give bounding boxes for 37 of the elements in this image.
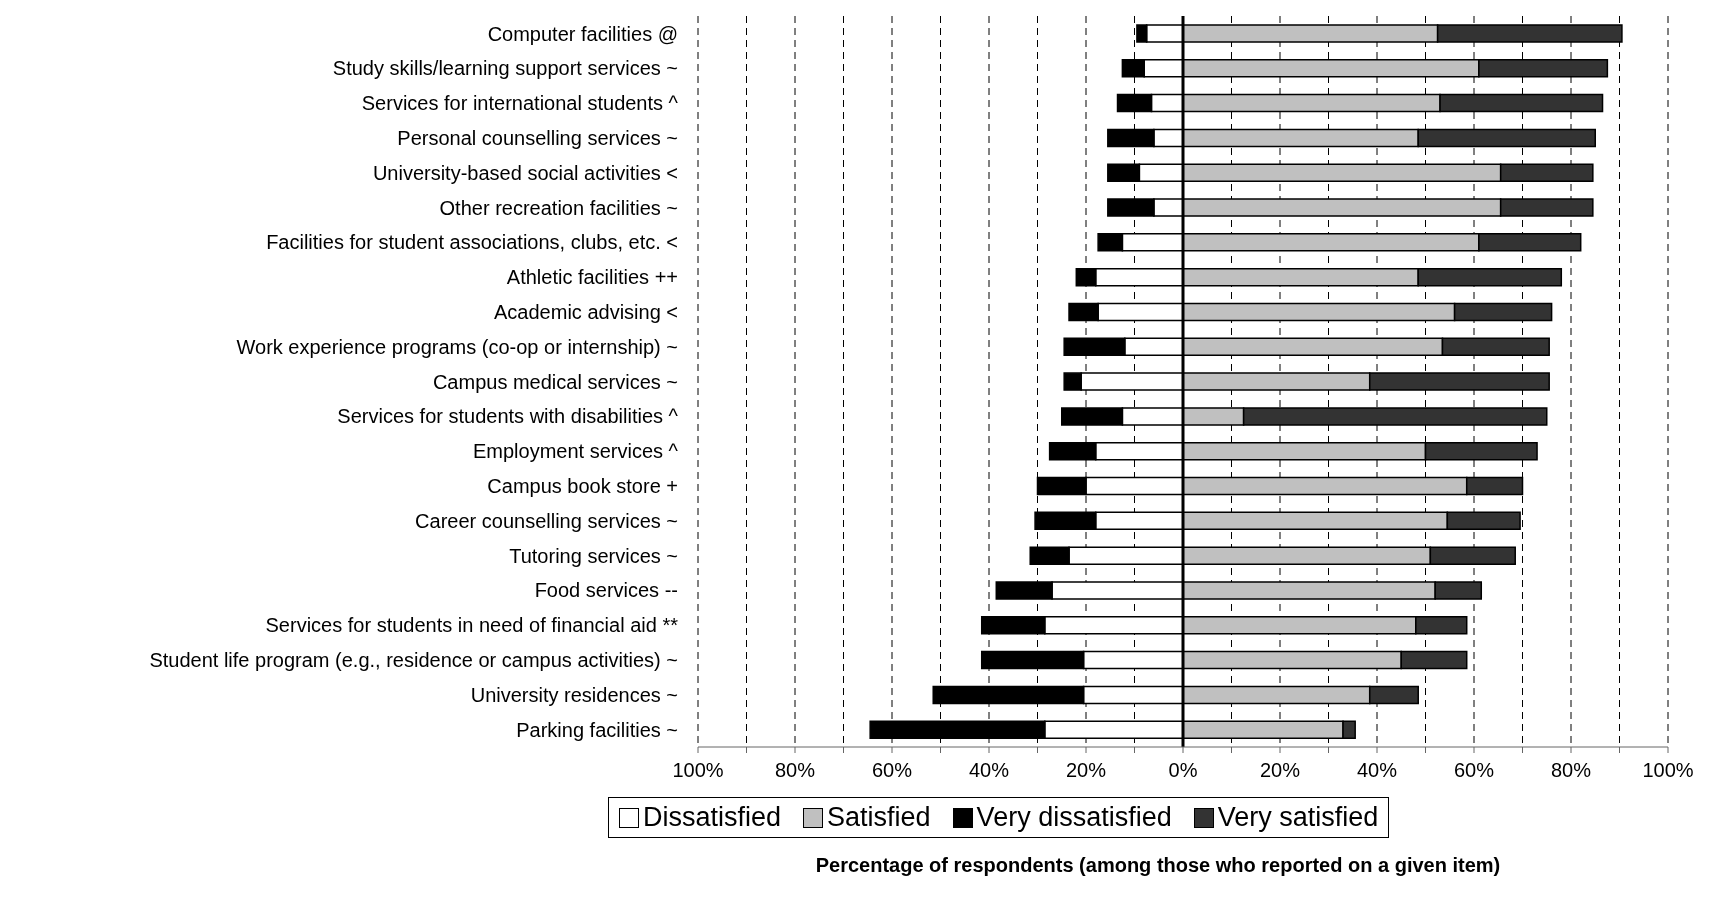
y-tick-label: University residences ~ xyxy=(470,683,678,706)
y-tick-label: Parking facilities ~ xyxy=(516,718,678,741)
y-tick-label: Services for students in need of financial aid ** xyxy=(265,614,679,637)
y-tick-label: Facilities for student associations, clubs, etc. < xyxy=(266,231,678,254)
x-tick-label: 40% xyxy=(1356,759,1398,782)
x-axis-title: Percentage of respondents (among those who reported on a given item) xyxy=(814,854,1502,877)
y-tick-label: Campus book store + xyxy=(487,475,678,498)
legend-label: Dissatisfied xyxy=(643,802,782,833)
x-tick-label: 100% xyxy=(672,759,724,782)
x-tick-label: 80% xyxy=(1550,759,1592,782)
y-tick-label: Personal counselling services ~ xyxy=(397,126,678,149)
y-tick-label: Campus medical services ~ xyxy=(432,370,678,393)
x-tick-label: 80% xyxy=(774,759,816,782)
x-tick-label: 100% xyxy=(1642,759,1694,782)
y-tick-label: Career counselling services ~ xyxy=(415,509,678,532)
y-tick-label: Study skills/learning support services ~ xyxy=(332,57,678,80)
y-tick-label: Student life program (e.g., residence or campus activities) ~ xyxy=(149,649,678,672)
y-tick-label: University-based social activities < xyxy=(372,161,678,184)
y-tick-label: Services for international students ^ xyxy=(361,92,679,115)
y-tick-label: Tutoring services ~ xyxy=(509,544,678,567)
y-tick-label: Academic advising < xyxy=(494,300,678,323)
x-tick-label: 40% xyxy=(968,759,1010,782)
x-tick-label: 20% xyxy=(1065,759,1107,782)
x-tick-label: 60% xyxy=(871,759,913,782)
y-tick-label: Work experience programs (co-op or internship) ~ xyxy=(236,335,678,358)
y-tick-label: Other recreation facilities ~ xyxy=(439,196,678,219)
x-tick-label: 20% xyxy=(1259,759,1301,782)
legend-label: Satisfied xyxy=(827,802,931,833)
x-tick-label: 0% xyxy=(1168,759,1198,782)
legend-label: Very satisfied xyxy=(1217,802,1379,833)
y-tick-label: Computer facilities @ xyxy=(487,22,678,45)
y-tick-label: Athletic facilities ++ xyxy=(506,266,678,289)
y-tick-label: Services for students with disabilities ^ xyxy=(337,405,679,428)
x-tick-label: 60% xyxy=(1453,759,1495,782)
legend-label: Very dissatisfied xyxy=(976,802,1172,833)
y-tick-label: Food services -- xyxy=(534,579,678,602)
y-tick-label: Employment services ^ xyxy=(473,440,679,463)
